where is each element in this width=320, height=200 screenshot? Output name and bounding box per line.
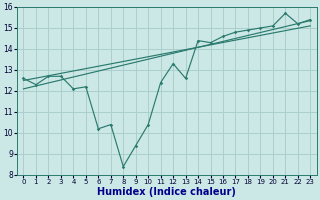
X-axis label: Humidex (Indice chaleur): Humidex (Indice chaleur)	[98, 187, 236, 197]
